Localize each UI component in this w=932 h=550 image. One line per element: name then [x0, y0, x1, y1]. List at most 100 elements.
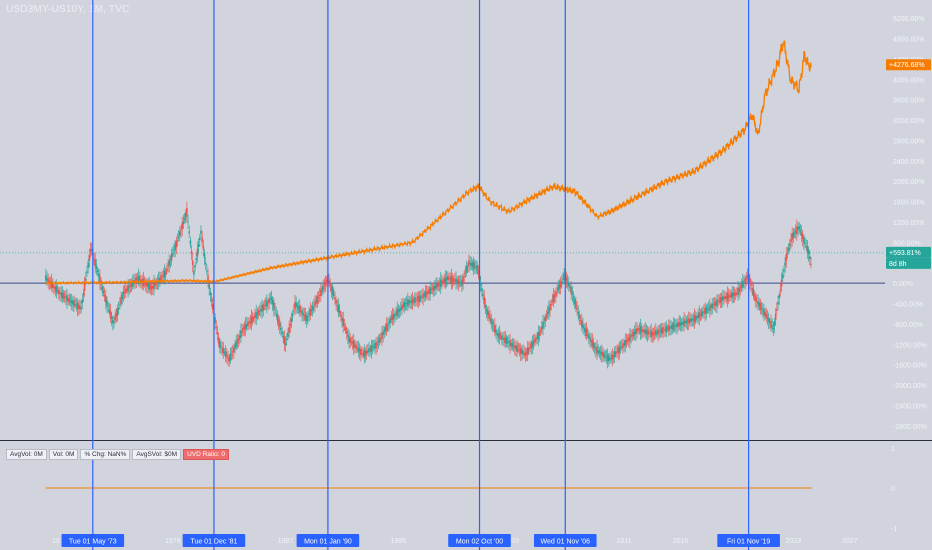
- candle-body: [459, 282, 462, 284]
- indicator-uvd-ratio[interactable]: UVD Ratio: 0: [183, 449, 230, 460]
- indicator-vol[interactable]: Vol: 0M: [48, 449, 79, 460]
- candle-body: [650, 330, 652, 338]
- candle-body: [375, 342, 377, 349]
- candle-body: [579, 319, 582, 321]
- candle-body: [328, 280, 330, 283]
- candle-body: [506, 341, 509, 343]
- candle-body: [357, 347, 360, 352]
- candle-body: [199, 237, 201, 241]
- candle-body: [773, 321, 776, 327]
- candle-body: [489, 316, 491, 320]
- candle-body: [505, 338, 508, 344]
- candle-body: [446, 275, 449, 281]
- candle-body: [307, 316, 309, 318]
- candle-body: [423, 294, 426, 296]
- candle-body: [692, 319, 695, 320]
- candle-body: [687, 318, 690, 324]
- date-marker-label-2[interactable]: Tue 01 Dec '81: [182, 534, 246, 547]
- candle-body: [128, 286, 131, 288]
- indicator-pct-chg[interactable]: % Chg: NaN%: [80, 449, 131, 460]
- candle-body: [258, 310, 261, 312]
- price-badge-3[interactable]: 8d 8h: [886, 257, 931, 269]
- candle-body: [501, 335, 503, 340]
- candle-body: [100, 283, 102, 285]
- candle-body: [803, 237, 805, 244]
- candle-body: [662, 327, 664, 334]
- candle-body: [263, 305, 266, 307]
- y-tick-label: 4000.00%: [893, 77, 925, 84]
- candle-body: [667, 325, 670, 331]
- candle-body: [79, 306, 81, 310]
- candle-body: [761, 309, 764, 311]
- price-badge-2[interactable]: +593.81%: [886, 246, 931, 258]
- candle-body: [54, 286, 57, 290]
- candle-body: [491, 322, 494, 325]
- candle-body: [590, 339, 592, 343]
- candle-body: [425, 292, 428, 295]
- candle-body: [553, 294, 556, 298]
- candle-body: [174, 244, 176, 251]
- candle-body: [282, 335, 285, 338]
- indicator-avg-vol[interactable]: AvgVol: 0M: [6, 449, 47, 460]
- candle-body: [398, 308, 401, 312]
- candle-body: [751, 287, 753, 290]
- candle-body: [449, 278, 451, 280]
- candle-body: [674, 324, 677, 327]
- candle-body: [179, 231, 181, 237]
- candle-body: [484, 305, 487, 308]
- candle-body: [544, 317, 547, 322]
- candle-body: [345, 331, 348, 334]
- date-marker-label-1[interactable]: Tue 01 May '73: [61, 534, 125, 547]
- candle-body: [752, 288, 755, 296]
- candle-body: [798, 226, 801, 230]
- candle-body: [397, 309, 400, 313]
- candle-body: [206, 270, 208, 272]
- candle-body: [95, 265, 98, 269]
- date-marker-label-3[interactable]: Mon 01 Jan '90: [296, 534, 360, 547]
- candle-body: [653, 332, 656, 334]
- y-tick-label: -1600.00%: [893, 363, 927, 370]
- candle-body: [167, 266, 169, 268]
- candle-body: [704, 308, 706, 315]
- price-badge-bg: [886, 246, 931, 258]
- candle-body: [444, 277, 447, 283]
- candle-body: [454, 279, 456, 282]
- date-marker-label-5[interactable]: Wed 01 Nov '06: [533, 534, 597, 547]
- candle-body: [66, 295, 68, 302]
- candle-body: [191, 260, 194, 266]
- candle-body: [558, 284, 561, 289]
- candle-body: [76, 303, 79, 310]
- candle-body: [53, 286, 55, 288]
- candle-body: [566, 281, 569, 283]
- candle-body: [583, 327, 585, 329]
- candle-body: [215, 326, 218, 328]
- candle-body: [69, 300, 72, 302]
- candle-body: [448, 277, 450, 280]
- candle-body: [474, 266, 476, 267]
- candle-body: [56, 290, 59, 292]
- candle-body: [636, 328, 638, 333]
- indicator-avg-svol[interactable]: AvgSVol: $0M: [132, 449, 182, 460]
- candle-body: [623, 343, 625, 345]
- candle-body: [399, 307, 402, 310]
- candle-body: [696, 316, 698, 318]
- candle-body: [776, 309, 778, 311]
- candle-body: [303, 314, 306, 317]
- date-marker-label-6[interactable]: Fri 01 Nov '19: [717, 534, 780, 547]
- candle-body: [139, 278, 141, 282]
- candle-body: [47, 278, 49, 283]
- candle-body: [738, 287, 741, 292]
- candle-body: [336, 305, 339, 306]
- candle-body: [619, 347, 622, 349]
- date-marker-label-4[interactable]: Mon 02 Oct '00: [448, 534, 511, 547]
- candle-body: [330, 285, 333, 291]
- candle-body: [372, 346, 375, 348]
- candle-body: [291, 313, 294, 317]
- price-badge-1[interactable]: +4276.68%: [886, 59, 931, 71]
- symbol-title[interactable]: USD3MY-US10Y, 1M, TVC: [6, 4, 130, 15]
- candle-body: [741, 280, 744, 288]
- candle-body: [289, 323, 292, 326]
- x-tick-label: 1987: [278, 538, 294, 545]
- candle-body: [123, 291, 126, 293]
